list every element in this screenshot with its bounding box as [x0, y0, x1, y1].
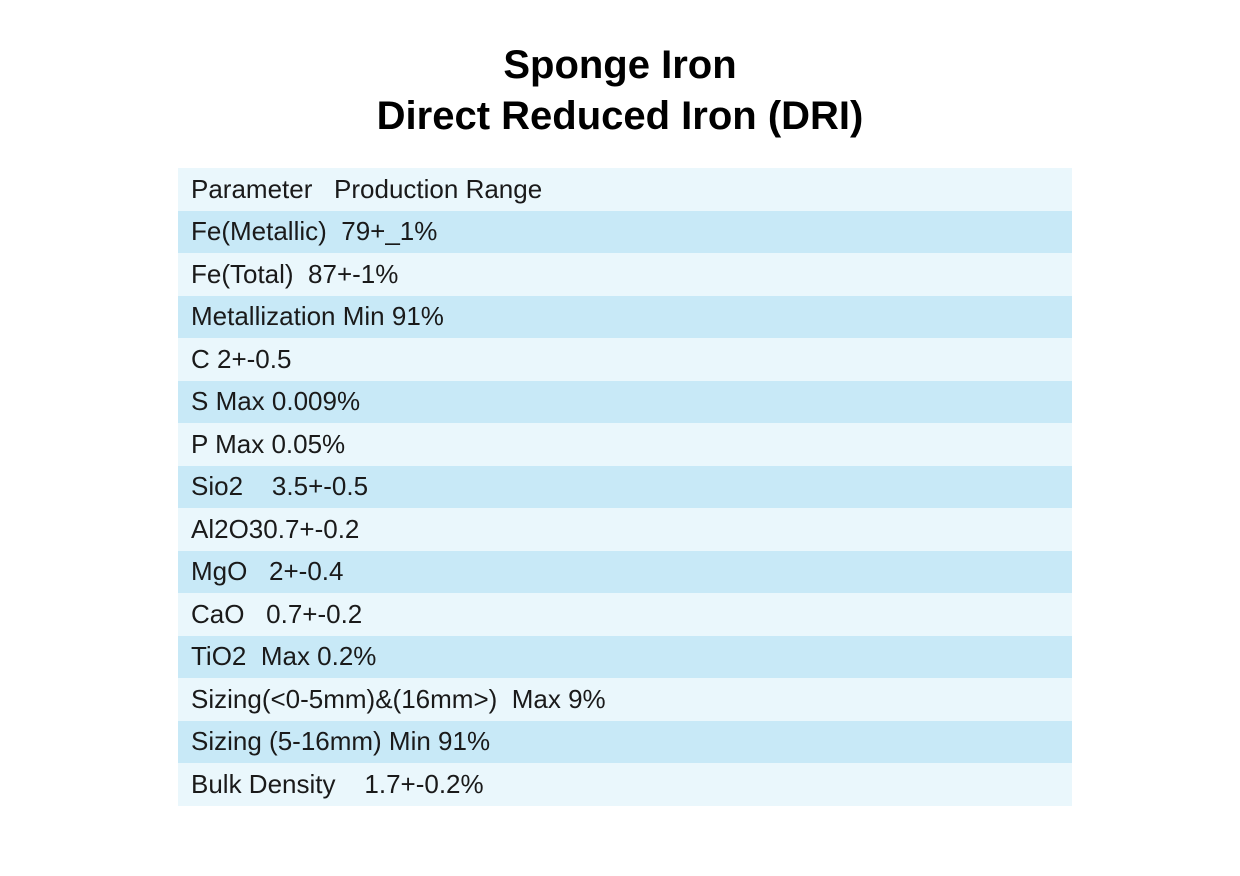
table-row: Al2O30.7+-0.2 — [178, 508, 1072, 551]
table-row: C 2+-0.5 — [178, 338, 1072, 381]
table-row: Metallization Min 91% — [178, 295, 1072, 338]
title-line-2: Direct Reduced Iron (DRI) — [376, 94, 864, 138]
table-row: P Max 0.05% — [178, 423, 1072, 466]
table-row: Bulk Density 1.7+-0.2% — [178, 763, 1072, 806]
table-row: MgO 2+-0.4 — [178, 550, 1072, 593]
table-row: Sizing (5-16mm) Min 91% — [178, 720, 1072, 763]
table-row: S Max 0.009% — [178, 380, 1072, 423]
table-row: Sio2 3.5+-0.5 — [178, 465, 1072, 508]
table-row: TiO2 Max 0.2% — [178, 635, 1072, 678]
table-row: CaO 0.7+-0.2 — [178, 593, 1072, 636]
table-row: Fe(Metallic) 79+_1% — [178, 210, 1072, 253]
table-row: Fe(Total) 87+-1% — [178, 253, 1072, 296]
page-title: Sponge Iron Direct Reduced Iron (DRI) — [0, 40, 1240, 142]
table-header-row: Parameter Production Range — [178, 168, 1072, 211]
title-line-1: Sponge Iron — [503, 43, 737, 87]
table-row: Sizing(<0-5mm)&(16mm>) Max 9% — [178, 678, 1072, 721]
spec-table: Parameter Production Range Fe(Metallic) … — [178, 168, 1072, 806]
